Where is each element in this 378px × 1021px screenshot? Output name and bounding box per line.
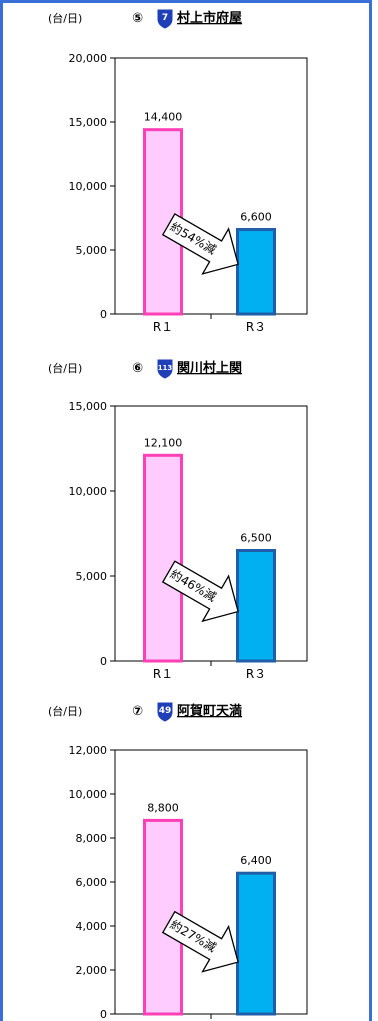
data-label: 6,500 — [240, 532, 272, 545]
data-label: 8,800 — [147, 801, 179, 814]
category-label: R１ — [153, 320, 173, 334]
y-tick-label: 6,000 — [76, 876, 108, 889]
y-tick-label: 0 — [100, 655, 107, 668]
y-tick-label: 8,000 — [76, 832, 108, 845]
y-tick-label: 15,000 — [69, 116, 108, 129]
chart-1: (台/日) ⑤ 7 村上市府屋 0 5,000 10,000 15,000 20,000 14,4… — [48, 9, 308, 334]
chart-2: (台/日) ⑥ 113 関川村上関 0 5,000 10,000 15,000 12,100 R１… — [48, 359, 308, 681]
y-tick-label: 10,000 — [69, 180, 108, 193]
y-tick-label: 2,000 — [76, 964, 108, 977]
chart-number: ⑥ — [132, 361, 143, 376]
unit-label: (台/日) — [48, 361, 82, 375]
chart-number: ⑦ — [132, 704, 143, 719]
chart-title: 阿賀町天満 — [177, 703, 242, 719]
arrow-shape — [161, 910, 239, 973]
y-tick-label: 4,000 — [76, 920, 108, 933]
chart-number: ⑤ — [132, 11, 143, 26]
route-badge-icon — [157, 702, 173, 722]
route-badge-icon — [157, 359, 173, 379]
chart-title: 関川村上関 — [177, 360, 242, 376]
route-badge-icon — [157, 9, 173, 29]
y-tick-label: 0 — [100, 308, 107, 321]
category-label: R３ — [246, 320, 266, 334]
data-label: 6,400 — [240, 854, 272, 867]
y-tick-label: 20,000 — [69, 52, 108, 65]
y-tick-label: 5,000 — [76, 244, 108, 257]
y-tick-label: 12,000 — [69, 744, 108, 757]
bar-2 — [236, 549, 276, 663]
data-label: 14,400 — [144, 111, 183, 124]
y-tick-label: 5,000 — [76, 570, 108, 583]
data-label: 12,100 — [144, 436, 183, 449]
bar-1 — [143, 453, 183, 663]
arrow-shape — [161, 213, 239, 275]
unit-label: (台/日) — [48, 11, 82, 25]
bar-2 — [236, 228, 276, 316]
y-tick-label: 15,000 — [69, 400, 108, 413]
arrow-shape — [161, 560, 239, 623]
y-tick-label: 10,000 — [69, 485, 108, 498]
y-tick-label: 10,000 — [69, 788, 108, 801]
y-tick-label: 0 — [100, 1008, 107, 1021]
route-badge-number: 7 — [162, 13, 168, 23]
category-label: R１ — [153, 667, 173, 681]
route-badge-number: 113 — [158, 364, 173, 372]
category-label: R３ — [246, 667, 266, 681]
route-badge-number: 49 — [159, 706, 172, 716]
bar-2 — [236, 871, 276, 1016]
chart-title: 村上市府屋 — [177, 10, 242, 26]
data-label: 6,600 — [240, 211, 272, 224]
chart-3: (台/日) ⑦ 49 阿賀町天満 0 2,000 4,000 6,000 8,000 10,000… — [48, 702, 308, 1021]
unit-label: (台/日) — [48, 704, 82, 718]
